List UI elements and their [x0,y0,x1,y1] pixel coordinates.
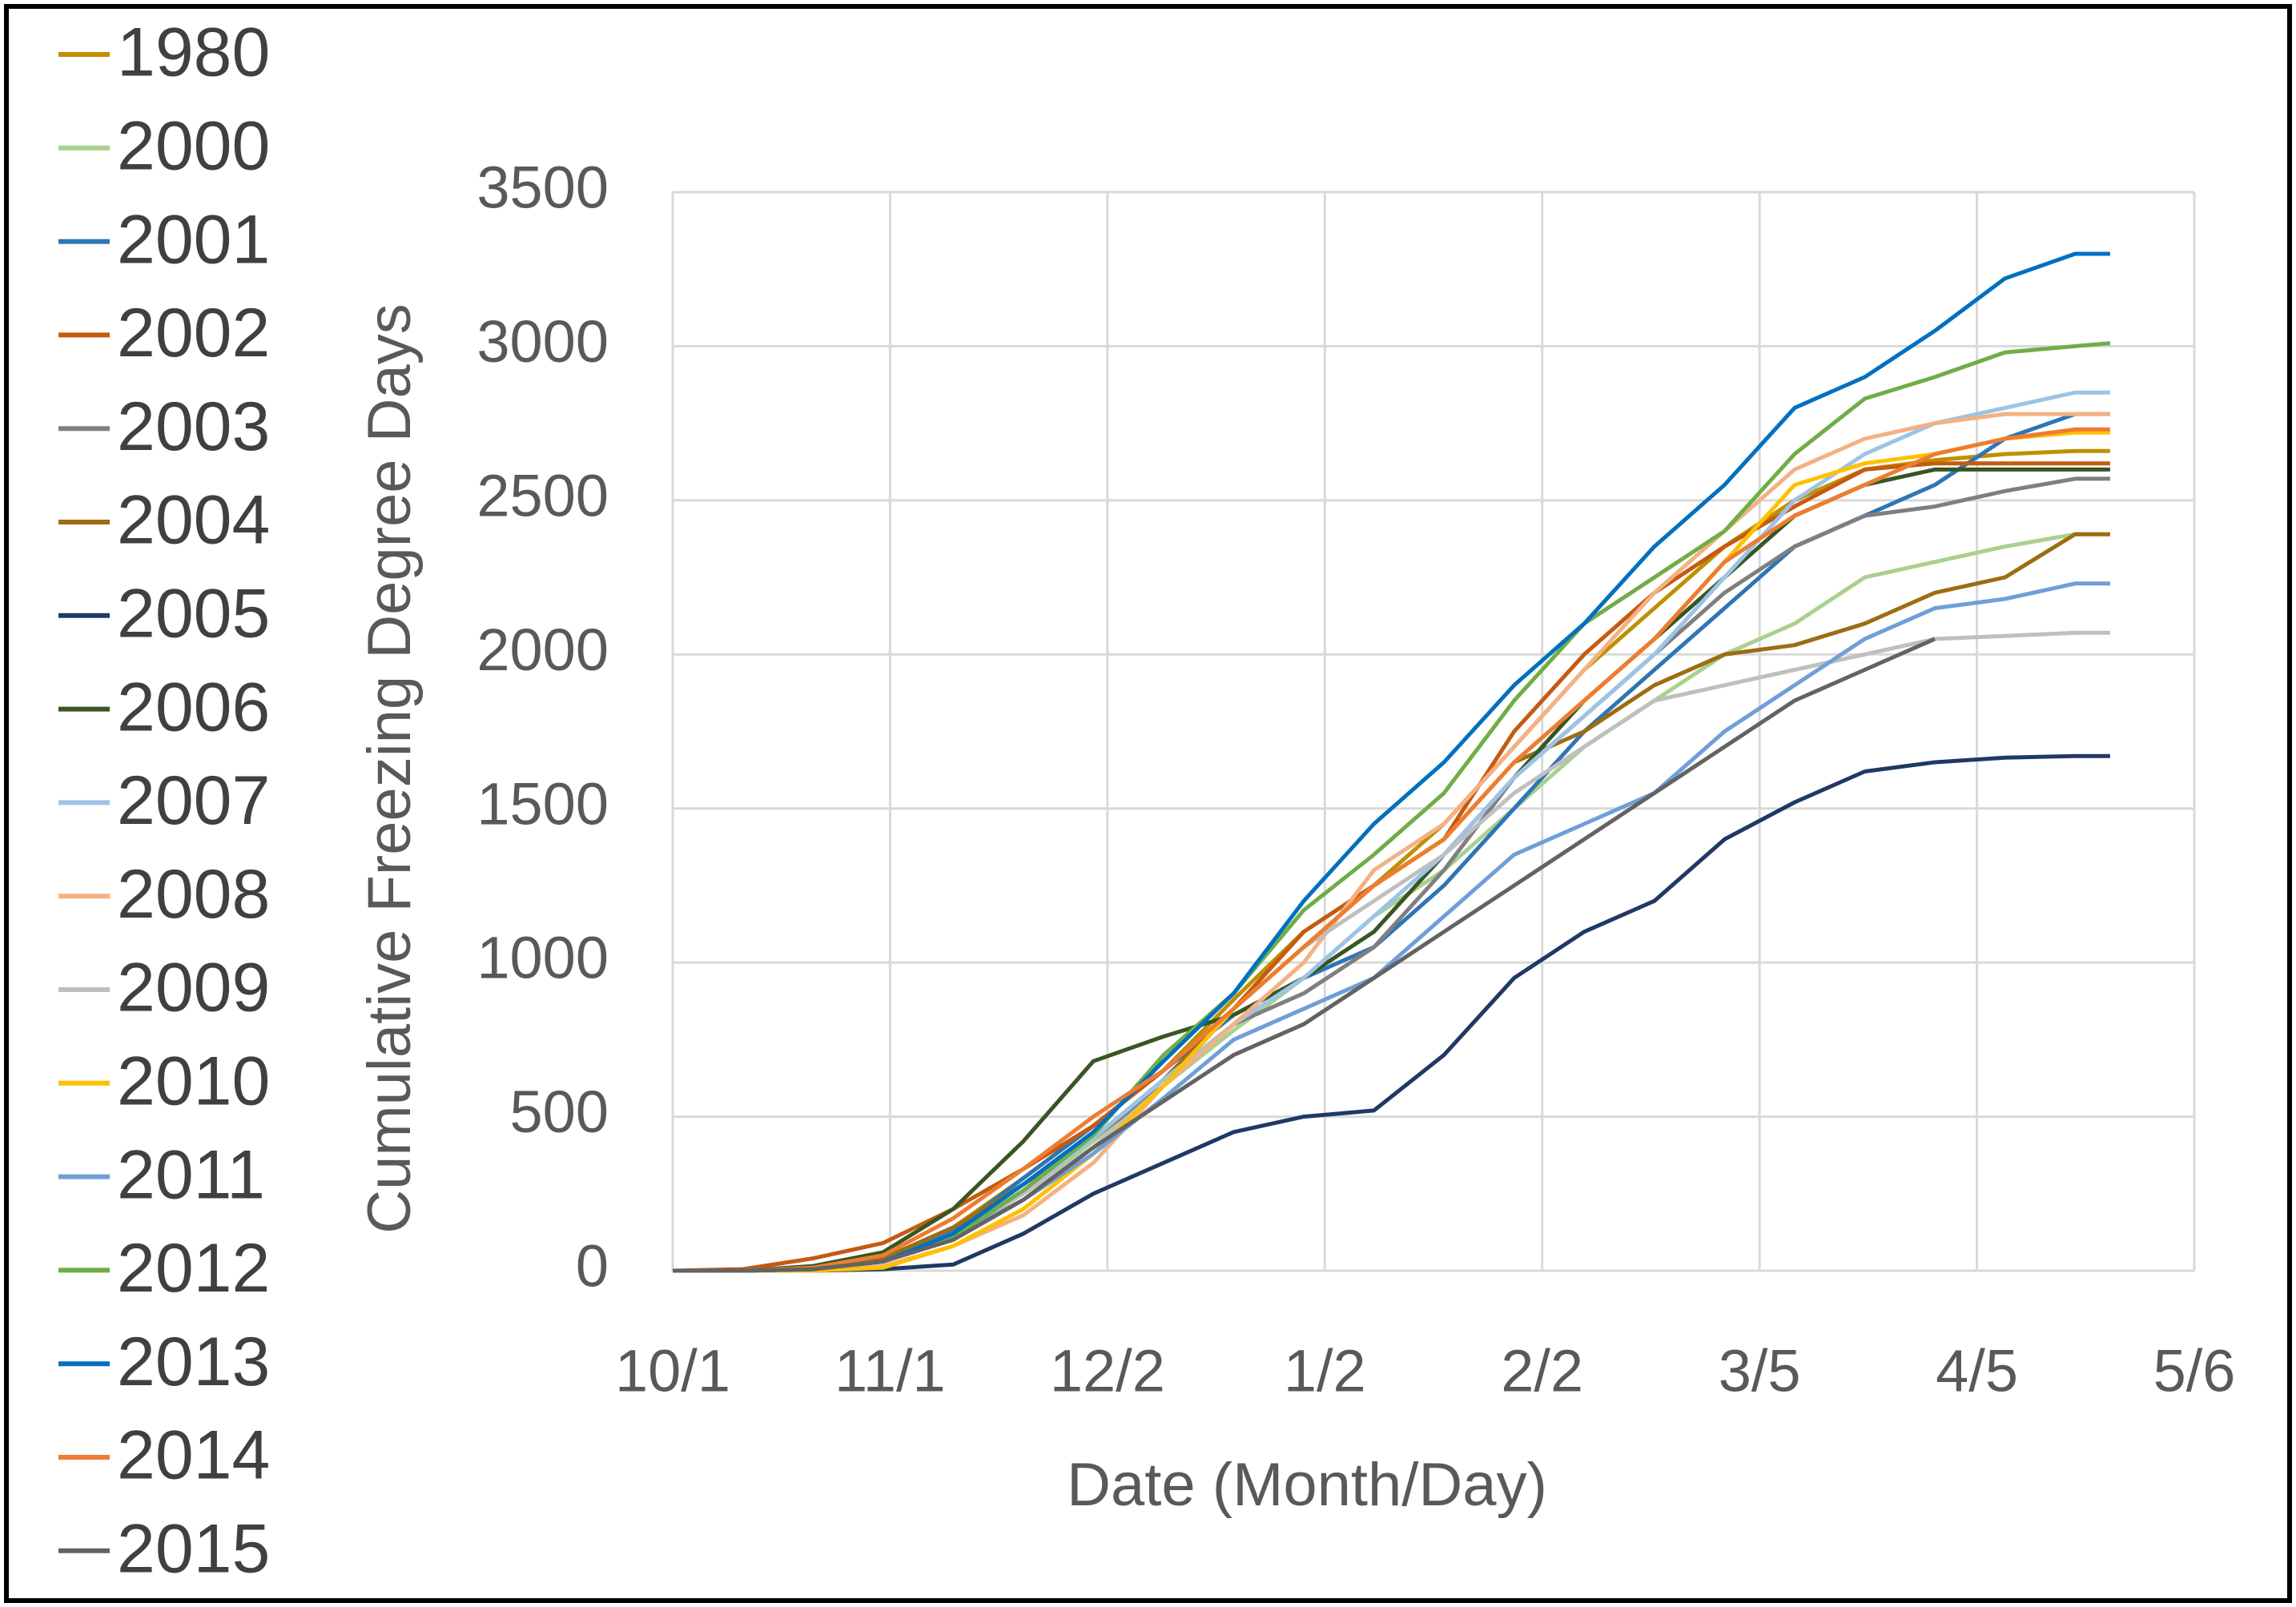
series-line [673,251,2110,1273]
x-tick-label: 4/5 [1936,1338,2018,1404]
legend-label: 2011 [117,1136,265,1213]
y-tick-label: 1000 [476,925,609,991]
legend-label: 2004 [117,482,270,559]
y-tick-label: 2500 [476,462,609,528]
legend-label: 2008 [117,856,270,933]
y-tick-label: 0 [576,1233,609,1300]
legend-label: 2006 [117,669,270,745]
legend-label: 2012 [117,1230,270,1307]
legend-label: 2014 [117,1417,270,1494]
y-tick-label: 500 [510,1079,609,1145]
frame [4,4,2292,1603]
x-tick-label: 11/1 [834,1338,946,1404]
legend-label: 2002 [117,295,270,372]
legend-label: 2000 [117,108,270,185]
series-line [673,637,1936,1273]
x-tick-label: 1/2 [1284,1338,1366,1404]
legend-label: 2005 [117,576,270,653]
series-line [673,753,2110,1273]
x-tick-label: 5/6 [2153,1338,2236,1404]
x-tick-label: 3/5 [1719,1338,1801,1404]
legend-label: 2001 [117,201,270,278]
legend-label: 2009 [117,950,270,1026]
y-tick-label: 1500 [476,770,609,837]
legend-label: 2003 [117,388,270,465]
x-tick-label: 2/2 [1501,1338,1583,1404]
y-tick-label: 3500 [476,155,609,221]
y-tick-label: 3000 [476,308,609,375]
x-tick-label: 10/1 [615,1338,730,1404]
legend-label: 2010 [117,1043,270,1120]
series-line [673,467,2110,1273]
y-tick-label: 2000 [476,617,609,683]
x-axis-title: Date (Month/Day) [1067,1451,1547,1519]
legend-label: 1980 [117,14,270,91]
legend-label: 2015 [117,1511,270,1588]
x-tick-label: 12/2 [1050,1338,1165,1404]
series-line [673,427,2110,1273]
legend-label: 2007 [117,762,270,839]
y-axis-title: Cumulative Freezing Degree Days [356,303,424,1234]
legend-label: 2013 [117,1324,270,1400]
